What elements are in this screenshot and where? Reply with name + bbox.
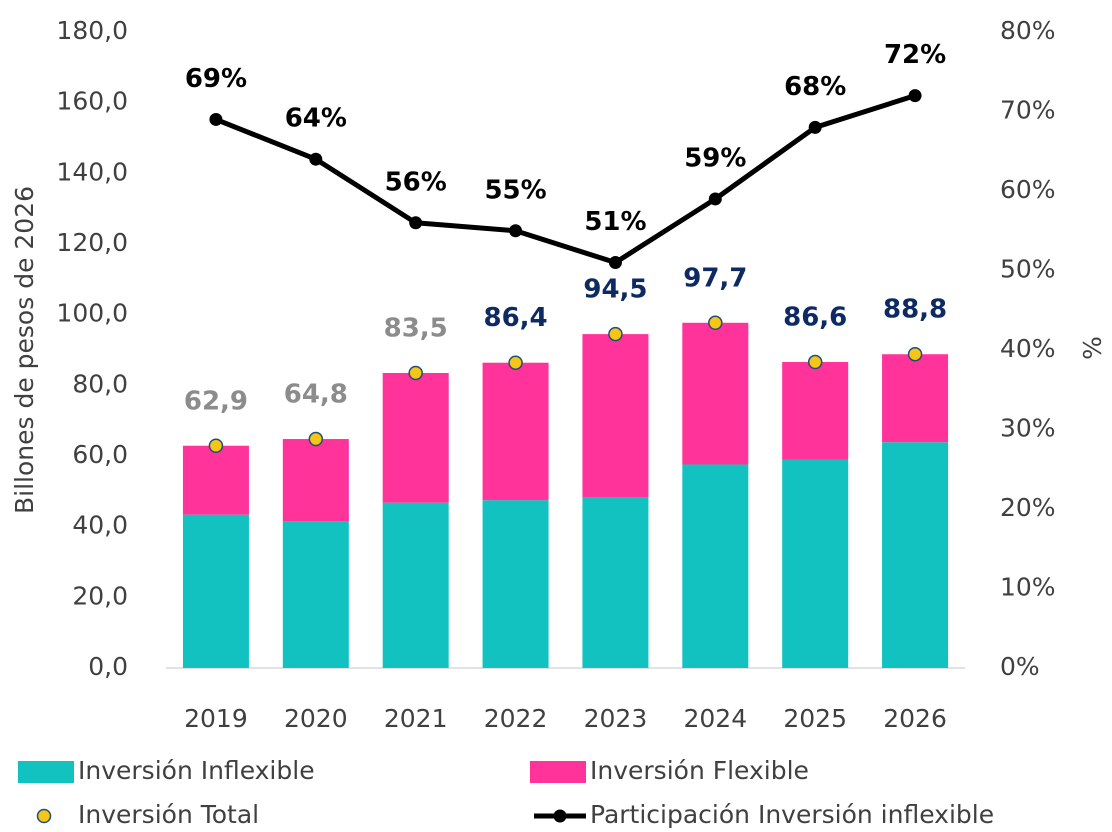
- bar: [682, 322, 749, 465]
- x-tick-label: 2026: [883, 704, 947, 733]
- y2-tick-label: 70%: [1000, 96, 1056, 125]
- line-point: [309, 152, 323, 166]
- bar: [282, 439, 349, 522]
- bar: [182, 514, 249, 668]
- data-label: 94,5: [583, 275, 647, 305]
- y-tick-label: 40,0: [72, 511, 128, 540]
- y-tick-label: 100,0: [56, 299, 128, 328]
- x-tick-label: 2020: [284, 704, 348, 733]
- legend-label: Inversión Inflexible: [78, 756, 315, 785]
- data-label: 86,4: [483, 303, 547, 333]
- bar: [782, 459, 849, 668]
- line-point: [409, 216, 423, 230]
- x-tick-label: 2023: [584, 704, 648, 733]
- y-tick-label: 160,0: [56, 87, 128, 116]
- line-point: [209, 112, 223, 126]
- bar: [482, 362, 549, 501]
- bar: [382, 502, 449, 668]
- data-label: 86,6: [783, 303, 847, 333]
- total-dot: [807, 354, 823, 370]
- total-dot: [508, 355, 523, 370]
- total-dot: [308, 431, 324, 447]
- x-tick-label: 2025: [783, 704, 847, 733]
- line: [215, 93, 916, 266]
- y2-tick-label: 60%: [1000, 175, 1056, 204]
- bar: [582, 334, 649, 498]
- data-label: 83,5: [384, 313, 448, 343]
- y2-tick-label: 40%: [1000, 334, 1056, 363]
- y2-tick-label: 30%: [1000, 414, 1056, 443]
- data-label: 72%: [884, 40, 946, 70]
- legend-label: Inversión Total: [78, 800, 259, 829]
- legend-swatch: [18, 761, 74, 783]
- line-point: [808, 120, 822, 134]
- data-label: 55%: [484, 175, 546, 205]
- data-label: 51%: [584, 207, 646, 237]
- data-label: 56%: [385, 167, 447, 197]
- y2-tick-label: 0%: [1000, 652, 1040, 681]
- data-label: 69%: [185, 64, 247, 94]
- data-label: 88,8: [883, 295, 947, 325]
- y-tick-label: 20,0: [72, 581, 128, 610]
- data-label: 64%: [285, 104, 347, 134]
- data-label: 68%: [784, 72, 846, 102]
- total-dot: [408, 365, 423, 381]
- y2-tick-label: 20%: [1000, 493, 1056, 522]
- x-tick-label: 2021: [384, 704, 448, 733]
- y2-axis-title: %: [1078, 336, 1107, 360]
- line-point: [608, 256, 622, 270]
- bar: [782, 362, 849, 460]
- bar: [582, 497, 649, 668]
- y2-tick-label: 50%: [1000, 255, 1056, 284]
- y-axis-title: Billones de pesos de 2026: [10, 186, 39, 514]
- legend-swatch: [36, 808, 52, 824]
- x-tick-label: 2019: [184, 704, 248, 733]
- y-tick-label: 180,0: [56, 16, 128, 45]
- legend-swatch: [553, 809, 567, 823]
- total-dot: [907, 346, 923, 362]
- total-dot: [208, 438, 224, 454]
- legend-label: Participación Inversión inflexible: [590, 800, 994, 829]
- bar: [382, 372, 449, 503]
- y-tick-label: 140,0: [56, 157, 128, 186]
- bar: [182, 445, 249, 515]
- data-label: 97,7: [683, 263, 747, 293]
- y2-tick-label: 10%: [1000, 573, 1056, 602]
- legend-label: Inversión Flexible: [590, 756, 809, 785]
- x-tick-label: 2024: [684, 704, 748, 733]
- y-tick-label: 120,0: [56, 228, 128, 257]
- total-dot: [708, 315, 723, 331]
- y-tick-label: 80,0: [72, 369, 128, 398]
- x-tick-label: 2022: [484, 704, 548, 733]
- line-point: [908, 89, 922, 103]
- y2-tick-label: 80%: [1000, 16, 1056, 45]
- bar: [482, 500, 549, 668]
- data-label: 62,9: [184, 386, 248, 416]
- bar: [282, 521, 349, 668]
- y-tick-label: 60,0: [72, 440, 128, 469]
- data-label: 59%: [684, 143, 746, 173]
- bar: [882, 442, 949, 668]
- line-point: [509, 224, 523, 238]
- data-label: 64,8: [284, 380, 348, 410]
- legend-swatch: [530, 761, 586, 783]
- bar: [682, 464, 749, 668]
- total-dot: [608, 326, 623, 342]
- y-tick-label: 0,0: [88, 652, 128, 681]
- bar: [882, 354, 949, 443]
- line-point: [708, 192, 722, 206]
